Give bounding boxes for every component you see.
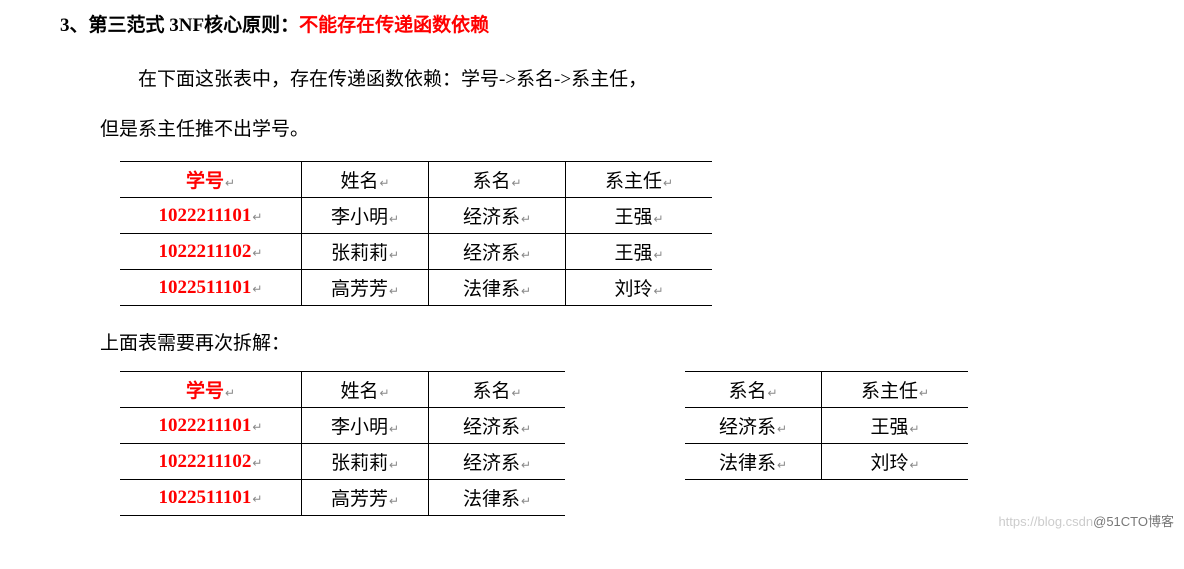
- watermark: https://blog.csdn@51CTO博客: [998, 511, 1174, 530]
- table-header: 学号: [186, 171, 224, 192]
- table-cell: 经济系: [463, 207, 520, 228]
- cell-marker: ↵: [252, 420, 262, 434]
- cell-marker: ↵: [653, 284, 663, 298]
- table-cell: 王强: [870, 417, 908, 438]
- table-cell: 王强: [614, 207, 652, 228]
- cell-marker: ↵: [521, 284, 531, 298]
- table-header: 系名: [472, 171, 510, 192]
- table-cell: 经济系: [463, 453, 520, 474]
- table-cell: 经济系: [463, 417, 520, 438]
- cell-marker: ↵: [521, 248, 531, 262]
- cell-marker: ↵: [389, 248, 399, 262]
- table-cell: 经济系: [463, 243, 520, 264]
- table-header: 姓名: [340, 381, 378, 402]
- table-cell: 高芳芳: [331, 489, 388, 510]
- cell-marker: ↵: [909, 422, 919, 436]
- cell-marker: ↵: [389, 422, 399, 436]
- cell-marker: ↵: [252, 456, 262, 470]
- mid-label: 上面表需要再次拆解：: [100, 328, 1124, 355]
- cell-marker: ↵: [777, 458, 787, 472]
- table-header: 系名: [472, 381, 510, 402]
- watermark-light: https://blog.csdn: [998, 514, 1093, 529]
- heading-index: 3、: [60, 15, 89, 36]
- table-cell: 法律系: [719, 453, 776, 474]
- table-original: 学号↵ 姓名↵ 系名↵ 系主任↵ 1022211101↵ 李小明↵ 经济系↵ 王…: [120, 161, 712, 306]
- table-cell: 法律系: [463, 489, 520, 510]
- heading-red: 不能存在传递函数依赖: [299, 15, 489, 36]
- cell-marker: ↵: [252, 282, 262, 296]
- table-header: 学号: [186, 381, 224, 402]
- cell-marker: ↵: [389, 212, 399, 226]
- table-cell: 1022211102: [159, 241, 252, 262]
- heading-black: 第三范式 3NF核心原则：: [89, 15, 300, 36]
- table-cell: 1022211101: [159, 415, 252, 436]
- cell-marker: ↵: [521, 494, 531, 508]
- cell-marker: ↵: [511, 386, 521, 400]
- section-heading: 3、第三范式 3NF核心原则：不能存在传递函数依赖: [60, 10, 1124, 37]
- cell-marker: ↵: [379, 386, 389, 400]
- cell-marker: ↵: [521, 458, 531, 472]
- table-header: 姓名: [340, 171, 378, 192]
- table-header: 系主任: [605, 171, 662, 192]
- cell-marker: ↵: [225, 386, 235, 400]
- table-split-right: 系名↵ 系主任↵ 经济系↵ 王强↵ 法律系↵ 刘玲↵: [685, 371, 968, 480]
- table-cell: 张莉莉: [331, 243, 388, 264]
- paragraph-line-1: 在下面这张表中，存在传递函数依赖：学号->系名->系主任，: [100, 61, 1124, 99]
- table-cell: 1022511101: [159, 487, 252, 508]
- table-cell: 刘玲: [614, 279, 652, 300]
- cell-marker: ↵: [511, 176, 521, 190]
- cell-marker: ↵: [389, 458, 399, 472]
- cell-marker: ↵: [389, 494, 399, 508]
- table-cell: 王强: [614, 243, 652, 264]
- table-cell: 高芳芳: [331, 279, 388, 300]
- table-header: 系名: [728, 381, 766, 402]
- cell-marker: ↵: [252, 246, 262, 260]
- paragraph-line-2: 但是系主任推不出学号。: [100, 111, 1124, 149]
- table-cell: 经济系: [719, 417, 776, 438]
- cell-marker: ↵: [919, 386, 929, 400]
- table-split-left: 学号↵ 姓名↵ 系名↵ 1022211101↵ 李小明↵ 经济系↵ 102221…: [120, 371, 565, 516]
- cell-marker: ↵: [225, 176, 235, 190]
- cell-marker: ↵: [521, 422, 531, 436]
- table-cell: 法律系: [463, 279, 520, 300]
- cell-marker: ↵: [653, 212, 663, 226]
- cell-marker: ↵: [653, 248, 663, 262]
- cell-marker: ↵: [389, 284, 399, 298]
- table-cell: 李小明: [331, 417, 388, 438]
- cell-marker: ↵: [252, 492, 262, 506]
- table-cell: 刘玲: [870, 453, 908, 474]
- table-header: 系主任: [861, 381, 918, 402]
- table-cell: 张莉莉: [331, 453, 388, 474]
- table-cell: 李小明: [331, 207, 388, 228]
- table-cell: 1022511101: [159, 277, 252, 298]
- cell-marker: ↵: [521, 212, 531, 226]
- watermark-dark: @51CTO博客: [1093, 514, 1174, 529]
- cell-marker: ↵: [909, 458, 919, 472]
- cell-marker: ↵: [777, 422, 787, 436]
- cell-marker: ↵: [767, 386, 777, 400]
- cell-marker: ↵: [379, 176, 389, 190]
- table-cell: 1022211101: [159, 205, 252, 226]
- cell-marker: ↵: [252, 210, 262, 224]
- cell-marker: ↵: [663, 176, 673, 190]
- table-cell: 1022211102: [159, 451, 252, 472]
